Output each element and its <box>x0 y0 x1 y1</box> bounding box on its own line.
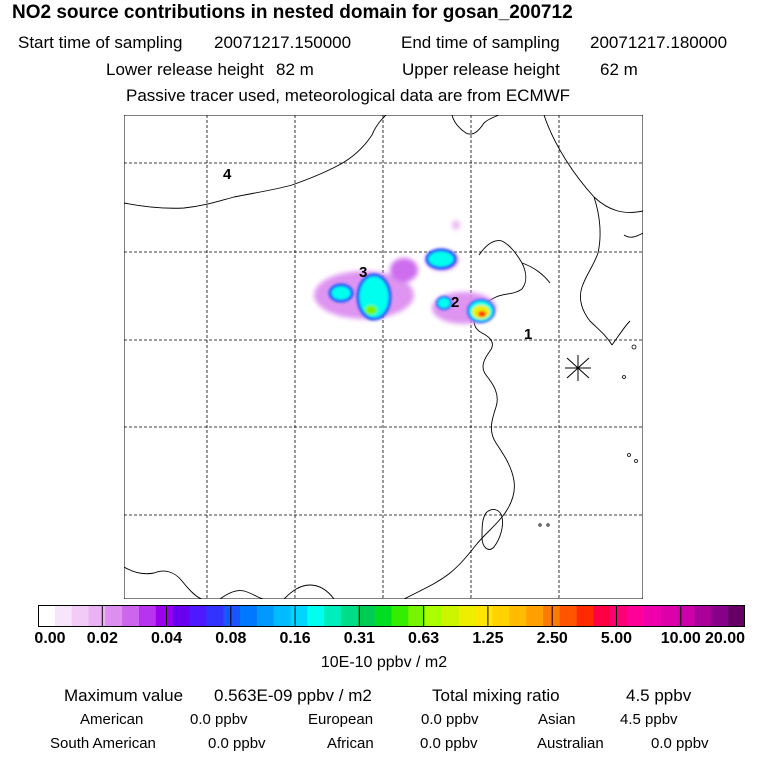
end-time-value: 20071217.180000 <box>590 33 728 52</box>
colorbar-swatch <box>240 605 258 627</box>
colorbar-swatch <box>509 605 527 627</box>
colorbar-unit: 10E-10 ppbv / m2 <box>320 654 448 671</box>
lower-release-label: Lower release height <box>106 60 264 79</box>
colorbar-tick-label: 0.16 <box>279 630 311 647</box>
colorbar-tick-label: 0.00 <box>34 630 66 647</box>
colorbar-swatch <box>543 605 561 627</box>
colorbar-frame <box>38 605 745 627</box>
colorbar-tick-label: 5.00 <box>600 630 633 647</box>
lower-release-value: 82 m <box>276 60 314 79</box>
colorbar-swatch <box>711 605 729 627</box>
colorbar-swatch <box>728 605 745 627</box>
upper-release-label: Upper release height <box>402 60 560 79</box>
colorbar-swatch <box>38 605 56 627</box>
colorbar-swatch <box>71 605 89 627</box>
colorbar-tick-label: 0.63 <box>408 630 440 647</box>
graticule <box>124 115 643 599</box>
colorbar-swatch <box>576 605 594 627</box>
colorbar-swatch <box>425 605 443 627</box>
colorbar-swatch <box>273 605 291 627</box>
colorbar-swatch <box>627 605 645 627</box>
map-panel: 4 3 2 1 <box>124 115 643 599</box>
colorbar-tick-label: 10.00 <box>660 630 701 647</box>
start-time-label: Start time of sampling <box>18 33 183 52</box>
total-mixing-value: 4.5 ppbv <box>626 686 692 705</box>
region-name-australian: Australian <box>537 735 604 752</box>
colorbar-swatch <box>88 605 106 627</box>
colorbar-swatch <box>559 605 578 627</box>
region-label-1: 1 <box>524 326 532 343</box>
region-value-american: 0.0 ppbv <box>190 711 248 728</box>
colorbar-tick-label: 0.04 <box>150 630 183 647</box>
colorbar-swatch <box>357 605 376 627</box>
colorbar-swatch <box>660 605 679 627</box>
colorbar-swatch <box>172 605 190 627</box>
colorbar-tick-label: 1.25 <box>472 630 504 647</box>
colorbar-swatch <box>526 605 544 627</box>
concentration-field <box>314 220 496 324</box>
region-name-african: African <box>327 735 374 752</box>
colorbar-swatch <box>391 605 409 627</box>
colorbar-swatch <box>307 605 325 627</box>
region-label-2: 2 <box>451 294 459 311</box>
region-value-european: 0.0 ppbv <box>421 711 479 728</box>
colorbar-tick-label: 0.08 <box>215 630 247 647</box>
colorbar-swatch <box>206 605 224 627</box>
region-value-asian: 4.5 ppbv <box>620 711 678 728</box>
asterisk-icon <box>565 355 591 381</box>
coastlines <box>124 115 643 599</box>
colorbar-swatch <box>458 605 477 627</box>
colorbar-swatch <box>256 605 275 627</box>
colorbar-swatch <box>54 605 73 627</box>
region-value-african: 0.0 ppbv <box>420 735 478 752</box>
colorbar-swatch <box>122 605 140 627</box>
colorbar-tick-label: 0.02 <box>86 630 118 647</box>
colorbar-swatch <box>593 605 611 627</box>
region-label-4: 4 <box>223 166 232 183</box>
tracer-note: Passive tracer used, meteorological data… <box>126 86 571 105</box>
colorbar-tick-label: 0.31 <box>343 630 375 647</box>
islands <box>538 344 638 527</box>
colorbar-swatch <box>324 605 342 627</box>
max-value: 0.563E-09 ppbv / m2 <box>214 686 372 705</box>
region-value-south-american: 0.0 ppbv <box>208 735 266 752</box>
colorbar-swatch <box>442 605 460 627</box>
end-time-label: End time of sampling <box>401 33 560 52</box>
map-title: NO2 source contributions in nested domai… <box>12 2 573 23</box>
colorbar-swatch <box>610 605 628 627</box>
colorbar-swatch <box>189 605 207 627</box>
total-mixing-label: Total mixing ratio <box>432 686 560 705</box>
colorbar-swatch <box>644 605 662 627</box>
taiwan-outline <box>481 509 503 550</box>
colorbar-swatch <box>139 605 157 627</box>
colorbar-swatch <box>290 605 308 627</box>
region-value-australian: 0.0 ppbv <box>651 735 709 752</box>
region-label-3: 3 <box>359 264 367 281</box>
start-time-value: 20071217.150000 <box>214 33 352 52</box>
upper-release-value: 62 m <box>600 60 638 79</box>
colorbar-swatch <box>475 605 493 627</box>
colorbar-tick-label: 20.00 <box>704 630 746 647</box>
colorbar-swatch <box>408 605 426 627</box>
colorbar-swatch <box>492 605 510 627</box>
region-name-south-american: South American <box>50 735 156 752</box>
map-frame <box>124 115 643 599</box>
colorbar-swatch <box>341 605 359 627</box>
region-name-european: European <box>308 711 374 728</box>
colorbar-swatch <box>223 605 241 627</box>
colorbar-swatch <box>677 605 695 627</box>
region-name-american: American <box>80 711 144 728</box>
colorbar <box>38 605 745 627</box>
colorbar-swatch <box>155 605 174 627</box>
colorbar-swatch <box>374 605 392 627</box>
max-value-label: Maximum value <box>64 686 184 705</box>
colorbar-tick-label: 2.50 <box>536 630 568 647</box>
colorbar-swatch <box>694 605 712 627</box>
region-name-asian: Asian <box>538 711 576 728</box>
colorbar-swatch <box>105 605 123 627</box>
